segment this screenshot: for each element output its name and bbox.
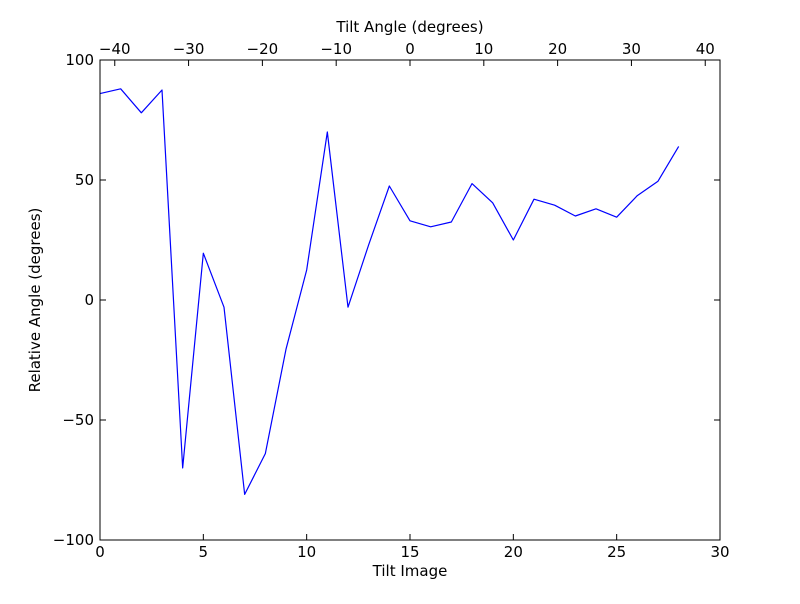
top-x-tick-label: 20 [548, 40, 567, 58]
plot-frame [99, 59, 721, 541]
series-line-0 [99, 88, 680, 495]
top-x-axis-title: Tilt Angle (degrees) [335, 18, 483, 36]
top-x-tick-label: 10 [474, 40, 493, 58]
x-tick-label: 0 [95, 543, 105, 561]
y-axis-title: Relative Angle (degrees) [26, 208, 44, 393]
top-x-tick-label: −40 [99, 40, 131, 58]
top-x-tick-label: 30 [622, 40, 641, 58]
top-x-tick-label: 40 [696, 40, 715, 58]
y-tick-label: 100 [65, 51, 94, 69]
plot-area [99, 88, 680, 495]
y-tick-label: 0 [84, 291, 94, 309]
y-tick-label: 50 [75, 171, 94, 189]
x-tick-label: 25 [607, 543, 626, 561]
y-tick-label: −50 [62, 411, 94, 429]
x-axis-title: Tilt Image [372, 562, 448, 580]
top-x-tick-label: −10 [320, 40, 352, 58]
x-tick-label: 30 [710, 543, 729, 561]
x-tick-label: 15 [400, 543, 419, 561]
y-tick-label: −100 [53, 531, 94, 549]
top-x-tick-label: −20 [247, 40, 279, 58]
top-x-tick-label: 0 [405, 40, 415, 58]
x-tick-label: 20 [504, 543, 523, 561]
top-x-tick-label: −30 [173, 40, 205, 58]
x-tick-label: 10 [297, 543, 316, 561]
x-tick-label: 5 [199, 543, 209, 561]
